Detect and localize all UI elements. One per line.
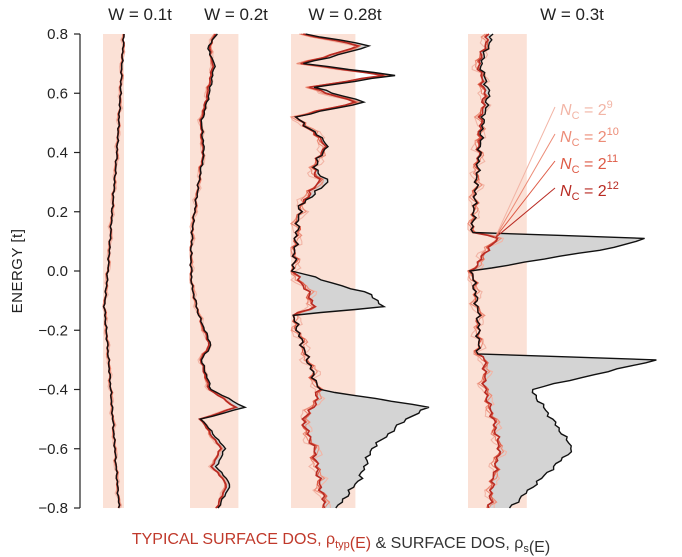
legend-leader-line	[494, 160, 556, 239]
surface-dos-line	[189, 33, 248, 509]
legend-entry-2: NC = 210	[560, 126, 619, 149]
y-tick-label: 0.6	[47, 85, 68, 102]
y-ticks: 0.8 0.6 0.4 0.2 0.0 −0.2 −0.4 −0.6 −0.8	[38, 26, 80, 517]
dos-panel-3	[289, 33, 430, 509]
y-tick-label: −0.2	[38, 322, 68, 339]
dos-panel-1	[102, 33, 126, 509]
y-axis-title: ENERGY [t]	[9, 229, 26, 314]
legend-entry-4: NC = 212	[560, 180, 619, 203]
y-tick-label: 0.8	[47, 26, 68, 43]
panel-titles: W = 0.1t W = 0.2t W = 0.28t W = 0.3t	[108, 5, 604, 24]
y-tick-label: 0.0	[47, 263, 68, 280]
typical-fill	[190, 34, 239, 508]
surface-dos-fill	[291, 34, 429, 508]
panel-title-4: W = 0.3t	[540, 5, 604, 24]
y-tick-label: −0.6	[38, 441, 68, 458]
legend-leader-line	[494, 133, 556, 239]
surface-dos-fill	[469, 34, 657, 508]
dos-panel-2	[189, 33, 248, 509]
typical-dos-line-nc-3	[467, 33, 502, 509]
surface-dos-line	[102, 33, 125, 509]
panel-title-2: W = 0.2t	[204, 5, 268, 24]
y-tick-label: 0.2	[47, 204, 68, 221]
y-tick-label: 0.4	[47, 145, 68, 162]
legend-entry-1: NC = 29	[560, 99, 613, 122]
typical-fill	[103, 34, 124, 508]
x-axis-title: TYPICAL SURFACE DOS, ρtyp(E) & SURFACE D…	[132, 531, 550, 556]
panels-layer	[102, 33, 657, 509]
y-tick-label: −0.8	[38, 500, 68, 517]
legend-entry-3: NC = 211	[560, 153, 618, 176]
legend-leader-line	[494, 187, 556, 239]
y-tick-label: −0.4	[38, 382, 68, 399]
surface-dos-line	[468, 33, 657, 509]
panel-title-1: W = 0.1t	[108, 5, 172, 24]
dos-panel-4	[467, 33, 657, 509]
legend-leader-line	[494, 106, 556, 239]
panel-title-3: W = 0.28t	[308, 5, 382, 24]
legend: NC = 29 NC = 210 NC = 211 NC = 212	[494, 99, 619, 239]
surface-dos-line	[290, 33, 430, 509]
